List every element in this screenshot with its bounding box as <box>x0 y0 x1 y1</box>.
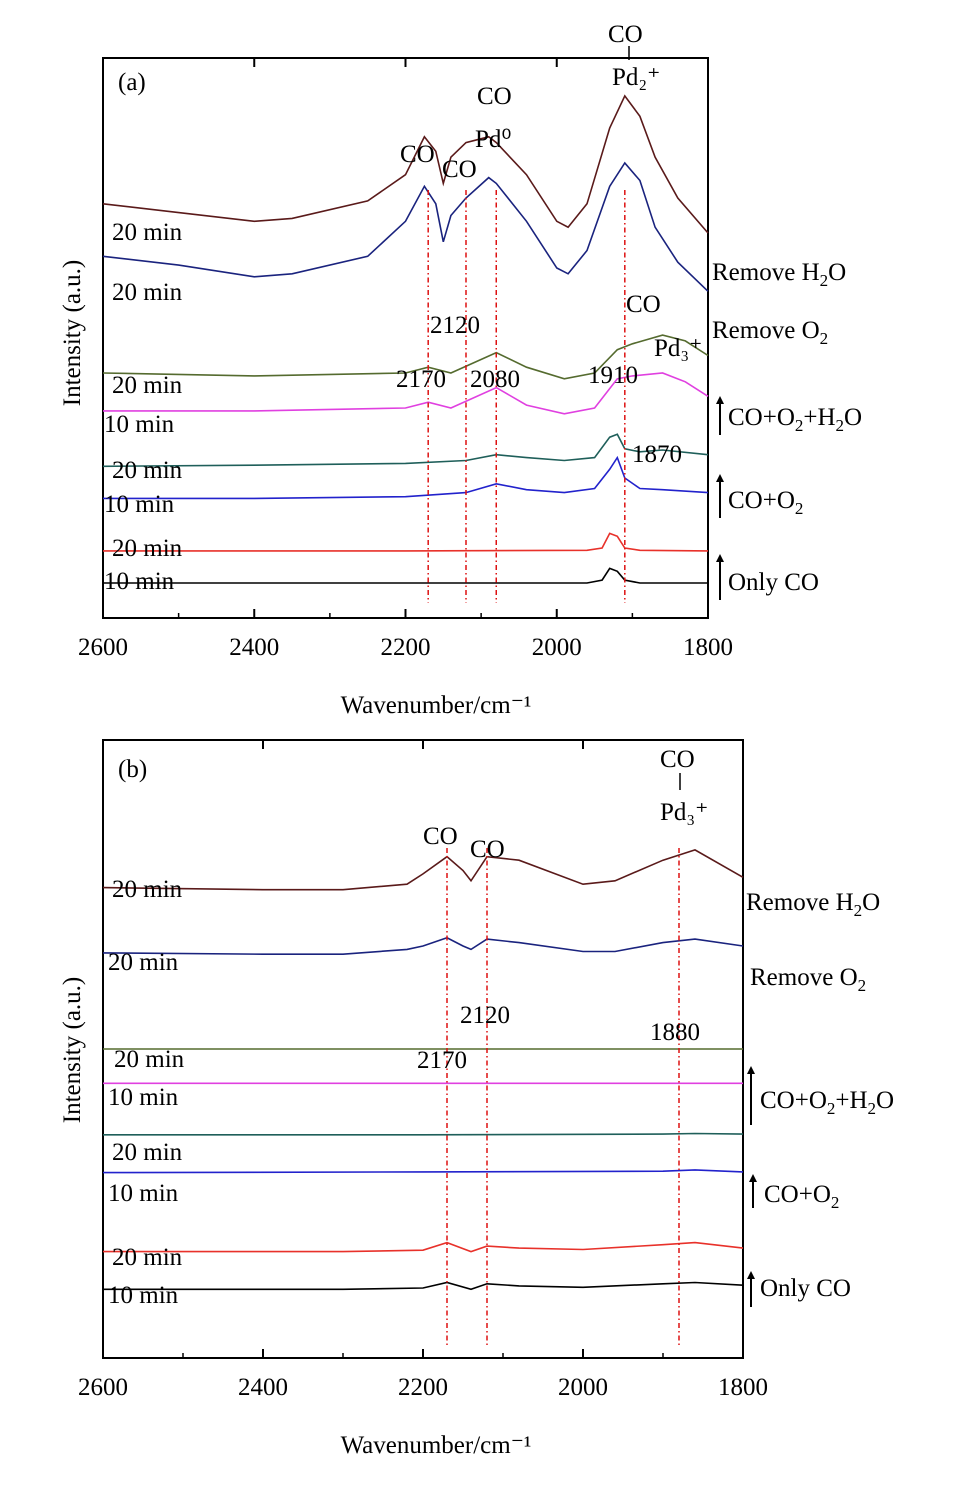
x-tick-label: 2000 <box>532 634 582 661</box>
annot-a-2170: 2170 <box>396 366 446 393</box>
x-axis-title-b: Wavenumber/cm⁻¹ <box>341 1432 532 1459</box>
group-label-b-onlyco: Only CO <box>760 1275 851 1302</box>
y-axis-title-a: Intensity (a.u.) <box>59 260 86 406</box>
x-axis-title-a: Wavenumber/cm⁻¹ <box>341 692 532 719</box>
arrow-a-coo2 <box>716 474 724 518</box>
arrow-b-onlyco <box>747 1271 755 1307</box>
series-line <box>102 936 744 955</box>
annot-b-1880: 1880 <box>650 1019 700 1046</box>
annot-b-2120: 2120 <box>460 1002 510 1029</box>
group-label-b-coo2: CO+O2 <box>764 1181 839 1212</box>
group-label-b-remove-h2o: Remove H2O <box>746 889 880 920</box>
x-tick-label: 2400 <box>229 634 279 661</box>
series-line <box>103 372 709 415</box>
arrow-a-onlyco <box>716 554 724 600</box>
x-tick-label: 2600 <box>78 634 128 661</box>
group-label-a-coo2: CO+O2 <box>728 487 803 518</box>
time-label-a-coo2h2o-20: 20 min <box>112 372 183 399</box>
x-tick-label: 2200 <box>381 634 431 661</box>
x-ticks-a: 2600 2400 2200 2000 1800 <box>78 58 733 661</box>
annot-a-co-2170: CO <box>400 141 435 168</box>
time-label-a-coo2-20: 20 min <box>112 457 183 484</box>
time-label-a-remove-o2: 20 min <box>112 279 183 306</box>
panel-a: (a) 2600 2400 2200 2000 1800 20 min 20 min 2… <box>59 21 862 719</box>
series-line <box>103 567 708 584</box>
time-label-b-onlyco-20: 20 min <box>112 1244 183 1271</box>
time-label-a-coo2h2o-10: 10 min <box>104 411 175 438</box>
series-line <box>102 1169 744 1174</box>
series-line <box>103 455 709 500</box>
time-label-b-remove-o2: 20 min <box>108 949 179 976</box>
annot-b-co-2120: CO <box>470 836 505 863</box>
annot-a-pd3: Pd₃⁺ <box>654 335 702 362</box>
series-line <box>103 1281 744 1291</box>
time-label-b-coo2-10: 10 min <box>108 1180 179 1207</box>
annot-a-co-pd3: CO <box>626 291 661 318</box>
x-tick-label: 1800 <box>683 634 733 661</box>
time-label-a-coo2-10: 10 min <box>104 491 175 518</box>
series-line <box>102 433 709 468</box>
series-a <box>102 94 709 584</box>
group-label-b-coo2h2o: CO+O2+H2O <box>760 1087 894 1118</box>
series-line <box>102 334 709 380</box>
x-tick-label: 2600 <box>78 1374 128 1401</box>
time-label-a-remove-h2o: 20 min <box>112 219 183 246</box>
annot-a-pd0: Pd⁰ <box>475 126 511 153</box>
x-tick-label: 2000 <box>558 1374 608 1401</box>
annot-b-2170: 2170 <box>417 1047 467 1074</box>
time-label-b-remove-h2o: 20 min <box>112 876 183 903</box>
x-tick-label: 1800 <box>718 1374 768 1401</box>
x-ticks-b: 2600 2400 2200 2000 1800 <box>78 740 768 1401</box>
annot-a-1870: 1870 <box>632 441 682 468</box>
time-label-b-coo2h2o-10: 10 min <box>108 1084 179 1111</box>
series-line <box>102 94 709 234</box>
time-label-a-onlyco-10: 10 min <box>104 568 175 595</box>
group-label-b-remove-o2: Remove O2 <box>750 964 866 995</box>
series-line <box>102 161 709 292</box>
arrow-a-coo2h2o <box>716 396 724 435</box>
group-label-a-remove-o2: Remove O2 <box>712 317 828 348</box>
time-label-b-coo2-20: 20 min <box>112 1139 183 1166</box>
annot-a-co-2120: CO <box>442 156 477 183</box>
time-label-b-onlyco-10: 10 min <box>108 1282 179 1309</box>
group-label-a-onlyco: Only CO <box>728 569 819 596</box>
series-b <box>102 849 744 1291</box>
annot-a-pd2: Pd₂⁺ <box>612 64 660 91</box>
x-tick-label: 2200 <box>398 1374 448 1401</box>
annot-b-pd3: Pd₃⁺ <box>660 799 708 826</box>
series-line <box>103 1132 744 1136</box>
annot-b-co-pd3: CO <box>660 746 695 773</box>
annot-b-co-2170: CO <box>423 823 458 850</box>
panel-b: (b) 2600 2400 2200 2000 1800 20 min 20 min 2… <box>59 739 894 1459</box>
series-line <box>103 1241 744 1253</box>
series-line <box>102 849 744 891</box>
x-tick-label: 2400 <box>238 1374 288 1401</box>
arrow-b-coo2 <box>749 1174 757 1208</box>
time-label-b-coo2h2o-20: 20 min <box>114 1046 185 1073</box>
group-label-a-coo2h2o: CO+O2+H2O <box>728 404 862 435</box>
time-label-a-onlyco-20: 20 min <box>112 535 183 562</box>
annot-a-2080: 2080 <box>470 366 520 393</box>
annot-a-co-pd2: CO <box>608 21 643 48</box>
series-line <box>103 532 709 552</box>
y-axis-title-b: Intensity (a.u.) <box>59 977 86 1123</box>
panel-label-b: (b) <box>118 756 147 783</box>
panel-label-a: (a) <box>118 69 146 96</box>
arrow-b-coo2h2o <box>747 1066 755 1125</box>
annot-a-co-pd0: CO <box>477 83 512 110</box>
annot-a-2120: 2120 <box>430 312 480 339</box>
group-label-a-remove-h2o: Remove H2O <box>712 259 846 290</box>
reference-lines-b <box>446 848 680 1345</box>
annot-a-1910: 1910 <box>588 362 638 389</box>
reference-lines-a <box>427 190 626 603</box>
